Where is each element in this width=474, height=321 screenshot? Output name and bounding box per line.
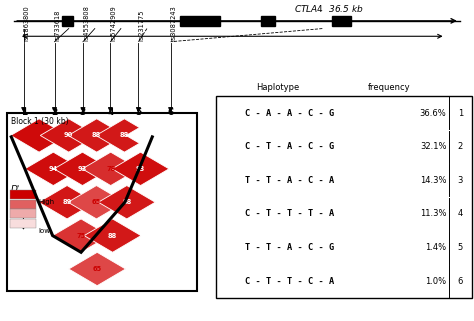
- Text: 75: 75: [76, 233, 86, 239]
- Polygon shape: [84, 219, 141, 252]
- Text: 89: 89: [63, 199, 72, 205]
- Text: $\it{CTLA4}$  36.5 kb: $\it{CTLA4}$ 36.5 kb: [294, 4, 364, 14]
- Text: frequency: frequency: [367, 83, 410, 92]
- Text: low: low: [39, 228, 51, 234]
- Text: 90: 90: [64, 133, 73, 138]
- Text: T - T - A - C - A: T - T - A - C - A: [245, 176, 334, 185]
- Text: rs3087243: rs3087243: [171, 5, 177, 41]
- Text: 3: 3: [457, 176, 463, 185]
- Text: 65: 65: [92, 266, 102, 272]
- Text: C - T - A - C - G: C - T - A - C - G: [245, 142, 334, 151]
- Polygon shape: [96, 119, 153, 152]
- Text: C - A - A - C - G: C - A - A - C - G: [245, 108, 334, 117]
- Text: Haplotype: Haplotype: [256, 83, 299, 92]
- Bar: [10, 209, 36, 218]
- Text: 4: 4: [107, 108, 114, 117]
- Polygon shape: [54, 152, 111, 186]
- Text: C - T - T - C - A: C - T - T - C - A: [245, 277, 334, 286]
- Polygon shape: [98, 186, 155, 219]
- Text: rs4553808: rs4553808: [83, 5, 89, 41]
- Text: 1.0%: 1.0%: [425, 277, 447, 286]
- Bar: [62, 16, 73, 26]
- Polygon shape: [82, 152, 139, 186]
- Text: 65: 65: [92, 199, 101, 205]
- Text: 88: 88: [92, 133, 101, 138]
- Polygon shape: [39, 186, 96, 219]
- Text: 3: 3: [80, 108, 86, 117]
- Text: 32.1%: 32.1%: [420, 142, 447, 151]
- Text: rs231775: rs231775: [138, 10, 145, 41]
- Polygon shape: [69, 252, 126, 286]
- Text: C - T - T - T - A: C - T - T - T - A: [245, 209, 334, 218]
- Text: 78: 78: [106, 166, 115, 172]
- Bar: [216, 96, 472, 298]
- Text: 93: 93: [136, 166, 145, 172]
- Text: 1: 1: [20, 108, 27, 117]
- Polygon shape: [126, 119, 183, 152]
- Text: 6: 6: [167, 108, 174, 117]
- Text: rs733618: rs733618: [55, 10, 61, 41]
- Text: 94: 94: [49, 166, 58, 172]
- Polygon shape: [68, 186, 125, 219]
- Text: rs5742909: rs5742909: [110, 5, 117, 41]
- Text: High: High: [39, 199, 55, 205]
- Text: 1.4%: 1.4%: [425, 243, 447, 252]
- Bar: [10, 200, 36, 209]
- Text: 88: 88: [120, 133, 129, 138]
- Text: T - T - A - C - G: T - T - A - C - G: [245, 243, 334, 252]
- Polygon shape: [11, 119, 67, 152]
- Text: 2: 2: [51, 108, 58, 117]
- Text: 1: 1: [457, 108, 463, 117]
- Text: 88: 88: [108, 233, 117, 239]
- Polygon shape: [53, 219, 109, 252]
- Bar: [10, 190, 36, 199]
- Text: 93: 93: [78, 166, 87, 172]
- Text: 11.3%: 11.3%: [420, 209, 447, 218]
- Bar: [332, 16, 351, 26]
- Text: 6: 6: [457, 277, 463, 286]
- Polygon shape: [112, 152, 169, 186]
- Polygon shape: [68, 119, 125, 152]
- Text: 2: 2: [457, 142, 463, 151]
- Bar: [261, 16, 275, 26]
- Text: 5: 5: [135, 108, 142, 117]
- Text: 88: 88: [122, 199, 131, 205]
- Text: 14.3%: 14.3%: [420, 176, 447, 185]
- Polygon shape: [40, 119, 97, 152]
- Bar: [180, 16, 220, 26]
- Text: 36.6%: 36.6%: [420, 108, 447, 117]
- Text: rs1863800: rs1863800: [24, 5, 30, 41]
- Bar: [7, 113, 197, 291]
- Text: D': D': [10, 185, 20, 194]
- Bar: [10, 219, 36, 228]
- Polygon shape: [25, 152, 82, 186]
- Text: 5: 5: [457, 243, 463, 252]
- Text: Block 1 (30 kb): Block 1 (30 kb): [11, 117, 69, 126]
- Text: 4: 4: [457, 209, 463, 218]
